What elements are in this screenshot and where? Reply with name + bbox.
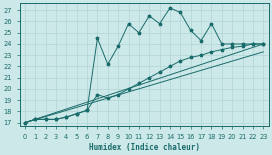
X-axis label: Humidex (Indice chaleur): Humidex (Indice chaleur) [89,143,200,152]
